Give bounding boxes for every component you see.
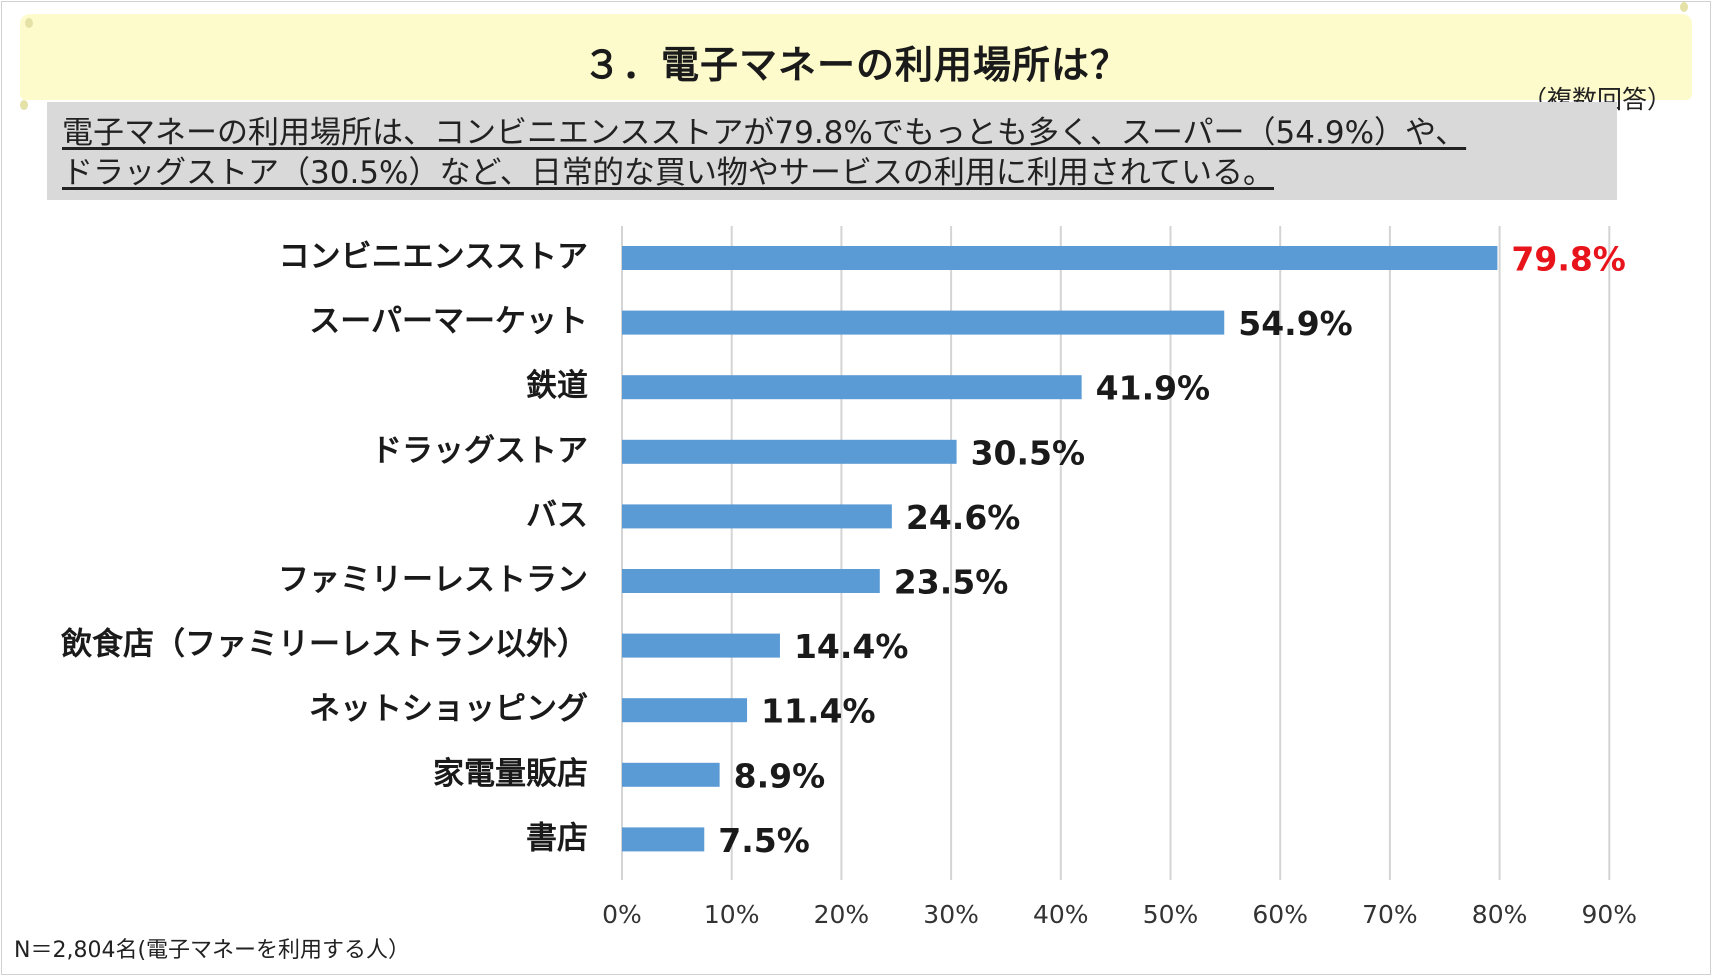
category-label: 鉄道 — [526, 368, 588, 404]
value-label: 41.9% — [1096, 369, 1211, 408]
value-label: 30.5% — [971, 433, 1085, 472]
category-label: コンビニエンスストア — [279, 239, 588, 275]
title-banner: ３．電子マネーの利用場所は？ （複数回答） — [20, 14, 1692, 114]
value-label: 8.9% — [734, 756, 826, 795]
bar — [622, 569, 880, 593]
x-tick-label: 80% — [1472, 900, 1528, 929]
summary-box: 電子マネーの利用場所は、コンビニエンスストアが79.8%でもっとも多く、スーパー… — [47, 102, 1617, 200]
page-title: ３．電子マネーの利用場所は？ — [582, 43, 1129, 87]
category-label: 書店 — [526, 820, 588, 856]
category-label: 飲食店（ファミリーレストラン以外） — [61, 627, 588, 663]
bar — [622, 633, 780, 658]
summary-line-1: 電子マネーの利用場所は、コンビニエンスストアが79.8%でもっとも多く、スーパー… — [62, 115, 1467, 151]
corner-dot-bottom-left — [20, 100, 28, 110]
bar — [622, 504, 892, 529]
bar — [622, 375, 1082, 400]
bar — [622, 827, 705, 852]
value-label: 54.9% — [1238, 304, 1353, 343]
value-label: 79.8% — [1511, 240, 1626, 279]
x-tick-label: 30% — [923, 900, 979, 929]
bar — [622, 439, 957, 464]
category-label: ドラッグストア — [371, 433, 588, 469]
x-tick-label: 90% — [1582, 900, 1638, 929]
corner-dot-top-left — [25, 18, 33, 28]
value-label: 7.5% — [718, 821, 810, 860]
x-tick-label: 10% — [704, 900, 760, 929]
x-tick-label: 40% — [1033, 900, 1089, 929]
corner-dot-top-right — [1680, 2, 1688, 12]
x-tick-label: 50% — [1143, 900, 1199, 929]
summary-line-2: ドラッグストア（30.5%）など、日常的な買い物やサービスの利用に利用されている… — [62, 155, 1274, 191]
sample-size-footnote: N＝2,804名(電子マネーを利用する人） — [14, 938, 411, 963]
value-label: 23.5% — [894, 563, 1009, 602]
bar — [622, 310, 1225, 335]
x-tick-label: 20% — [814, 900, 870, 929]
bar — [622, 762, 720, 787]
category-label: 家電量販店 — [433, 756, 588, 792]
bar — [622, 246, 1498, 270]
x-tick-label: 70% — [1362, 900, 1418, 929]
value-label: 11.4% — [761, 692, 876, 731]
category-label: ファミリーレストラン — [278, 562, 588, 598]
bar — [622, 698, 748, 723]
value-label: 24.6% — [906, 498, 1021, 537]
x-tick-label: 0% — [602, 900, 642, 929]
category-label: スーパーマーケット — [309, 304, 588, 340]
value-label: 14.4% — [794, 627, 909, 666]
bar-chart: 0% 10% 20% 30% 40% 50% 60% 70% 80% 90% コンビニエンスストア 7… — [61, 226, 1638, 929]
x-tick-label: 60% — [1252, 900, 1308, 929]
category-label: バス — [526, 497, 588, 533]
category-label: ネットショッピング — [309, 691, 588, 727]
